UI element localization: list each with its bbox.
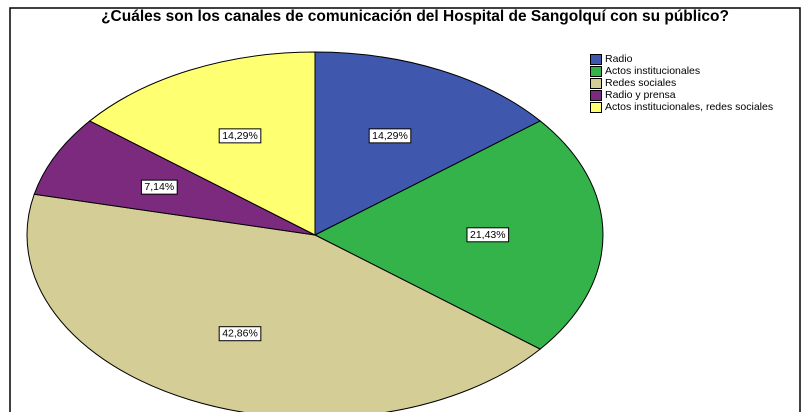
legend-item: Radio y prensa xyxy=(590,90,800,101)
data-label: 14,29% xyxy=(218,128,262,144)
data-label-text: 7,14% xyxy=(144,181,174,193)
legend-label: Redes sociales xyxy=(605,77,677,89)
data-label-text: 14,29% xyxy=(222,130,258,142)
legend-label: Actos institucionales, redes sociales xyxy=(605,101,774,113)
legend-item: Actos institucionales, redes sociales xyxy=(590,102,800,113)
chart-title: ¿Cuáles son los canales de comunicación … xyxy=(101,8,729,25)
data-label-box xyxy=(140,179,178,195)
data-label: 14,29% xyxy=(368,128,412,144)
frame xyxy=(9,7,801,412)
legend-swatch xyxy=(590,102,602,113)
pie-slice xyxy=(88,51,316,236)
legend-label: Radio xyxy=(605,53,633,65)
pie-slice xyxy=(33,120,316,236)
legend-item: Redes sociales xyxy=(590,78,800,89)
pie-slice xyxy=(313,120,604,350)
data-label-box xyxy=(466,227,510,243)
legend-swatch xyxy=(590,66,602,77)
legend: Radio Actos institucionales Redes sociales… xyxy=(590,54,800,114)
data-label: 7,14% xyxy=(140,179,178,195)
pie-slice xyxy=(26,193,542,412)
data-label-box xyxy=(218,326,262,342)
legend-label: Radio y prensa xyxy=(605,89,676,101)
data-label-text: 14,29% xyxy=(372,130,408,142)
data-label-box xyxy=(368,128,412,144)
pie-slice xyxy=(314,51,542,236)
legend-item: Radio xyxy=(590,54,800,65)
data-label-text: 21,43% xyxy=(470,229,506,241)
data-label-text: 42,86% xyxy=(222,328,258,340)
data-label: 21,43% xyxy=(466,227,510,243)
legend-swatch xyxy=(590,90,602,101)
legend-item: Actos institucionales xyxy=(590,66,800,77)
legend-label: Actos institucionales xyxy=(605,65,701,77)
data-label: 42,86% xyxy=(218,326,262,342)
data-label-box xyxy=(218,128,262,144)
legend-swatch xyxy=(590,78,602,89)
legend-swatch xyxy=(590,54,602,65)
